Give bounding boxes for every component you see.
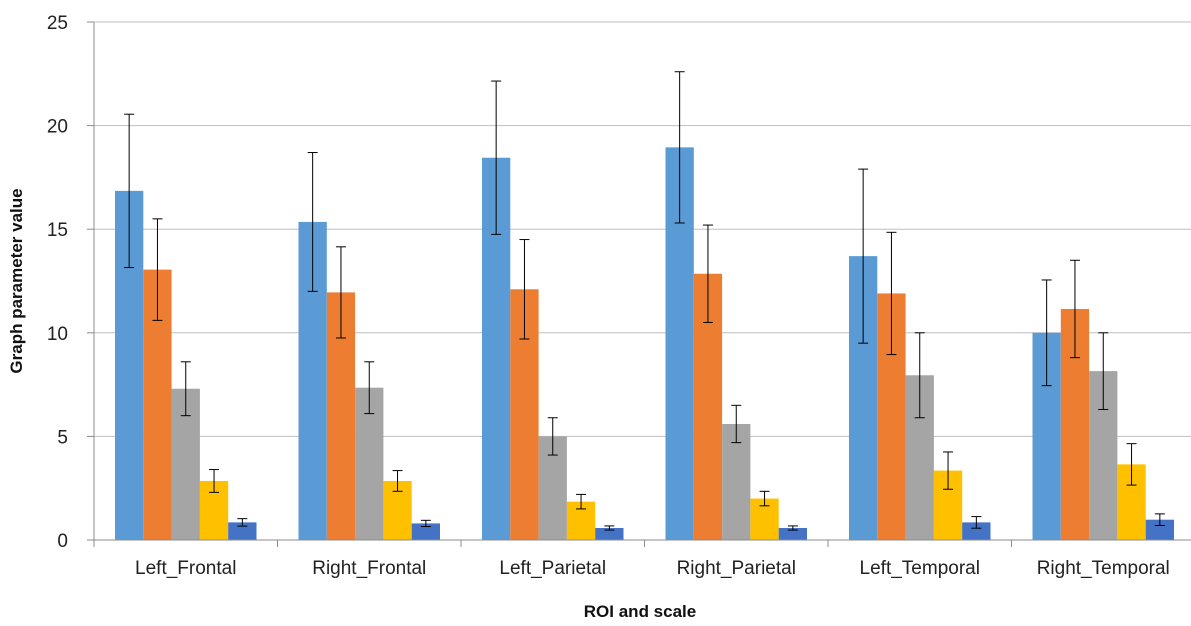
- bar: [778, 527, 807, 540]
- error-bar-group: [124, 71, 1165, 531]
- x-axis-title: ROI and scale: [584, 602, 696, 621]
- bar: [411, 523, 440, 540]
- y-tick-labels: 0 5 10 15 20 25: [47, 13, 68, 552]
- bar: [595, 527, 624, 540]
- x-tick-label: Right_Parietal: [677, 558, 796, 579]
- y-tick-label: 5: [57, 427, 68, 448]
- x-tick-label: Left_Frontal: [135, 558, 236, 579]
- y-tick-label: 15: [47, 220, 68, 241]
- bar: [722, 423, 751, 540]
- bar: [228, 522, 257, 540]
- y-tick-label: 10: [47, 324, 68, 345]
- y-axis-title: Graph parameter value: [7, 188, 26, 373]
- bar-series-group: [115, 147, 1174, 541]
- x-tick-label: Right_Frontal: [312, 558, 426, 579]
- gridlines: [94, 21, 1191, 437]
- y-tick-label: 20: [47, 117, 68, 138]
- x-tick-label: Right_Temporal: [1037, 558, 1170, 579]
- bar: [1145, 519, 1174, 540]
- axes: [87, 21, 1191, 547]
- x-tick-labels: Left_Frontal Right_Frontal Left_Parietal Ri…: [135, 558, 1170, 579]
- bar: [962, 522, 991, 540]
- y-tick-label: 0: [57, 531, 68, 552]
- y-tick-label: 25: [47, 13, 68, 34]
- x-tick-label: Left_Temporal: [860, 558, 980, 579]
- x-tick-label: Left_Parietal: [499, 558, 606, 579]
